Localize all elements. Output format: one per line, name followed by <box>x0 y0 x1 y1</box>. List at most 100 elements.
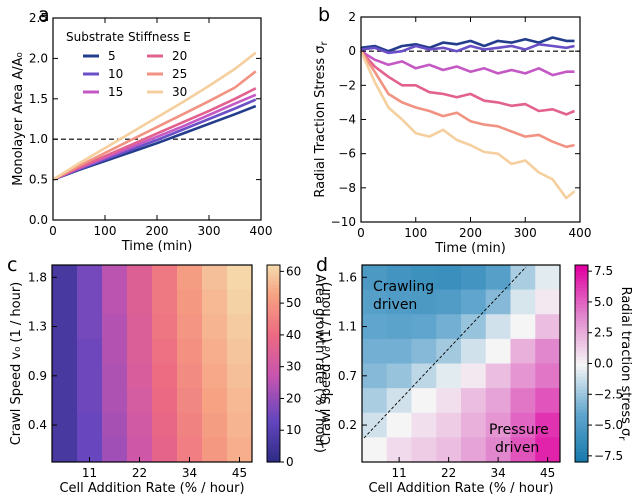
colorbar-segment <box>267 435 280 440</box>
heatmap-cell <box>202 437 228 463</box>
colorbar-segment <box>267 422 280 427</box>
colorbar-segment <box>575 416 588 420</box>
heatmap-cell <box>411 437 437 463</box>
colorbar-segment <box>267 294 280 299</box>
heatmap-cell <box>436 265 462 291</box>
heatmap-cell <box>510 338 536 364</box>
colorbar-segment <box>267 396 280 401</box>
colorbar-segment <box>267 432 280 437</box>
colorbar-segment <box>267 429 280 434</box>
heatmap-cell <box>202 363 228 389</box>
colorbar-segment <box>267 281 280 286</box>
heatmap-cell <box>461 314 487 340</box>
colorbar-segment <box>267 389 280 394</box>
colorbar-segment <box>575 376 588 381</box>
legend-label: 25 <box>172 67 187 81</box>
colorbar-segment <box>575 343 588 348</box>
legend-label: 20 <box>172 49 187 63</box>
y-tick-label: 0.2 <box>338 418 357 432</box>
colorbar-segment <box>575 386 588 391</box>
heatmap-cell <box>127 412 153 438</box>
heatmap-cell <box>461 289 487 315</box>
colorbar-tick-label: 7.5 <box>594 264 613 278</box>
heatmap-cell <box>177 338 203 364</box>
heatmap-cell <box>52 338 78 364</box>
colorbar-segment <box>575 455 588 460</box>
y-axis-label: Radial Traction Stress σr <box>313 40 330 197</box>
colorbar-segment <box>267 301 280 305</box>
heatmap-cell <box>227 363 253 389</box>
heatmap-cell <box>177 363 203 389</box>
colorbar-tick-label: 20 <box>286 391 301 405</box>
heatmap-cell <box>102 388 128 414</box>
y-tick-label: 1.3 <box>28 320 47 334</box>
y-tick-label: 2 <box>348 10 356 24</box>
colorbar-segment <box>267 455 280 460</box>
colorbar-segment <box>267 320 280 325</box>
x-tick-label: 34 <box>490 466 505 480</box>
heatmap-cell <box>386 338 412 364</box>
colorbar-tick-label: 40 <box>286 328 301 342</box>
colorbar-segment <box>267 409 280 414</box>
heatmap-cell <box>436 314 462 340</box>
legend-title: Substrate Stiffness E <box>66 30 191 44</box>
colorbar-segment <box>575 310 588 315</box>
colorbar-tick-label: −7.5 <box>594 449 623 463</box>
heatmap-cell <box>102 363 128 389</box>
heatmap-cell <box>461 412 487 438</box>
heatmap-cell <box>461 388 487 414</box>
colorbar-segment <box>575 333 588 338</box>
colorbar-segment <box>575 419 588 424</box>
colorbar-segment <box>575 370 588 374</box>
colorbar-tick-label: 50 <box>286 296 301 310</box>
heatmap-cell <box>77 265 103 291</box>
heatmap-cell <box>177 412 203 438</box>
heatmap-cell <box>436 363 462 389</box>
heatmap-cell <box>411 412 437 438</box>
y-tick-label: 2.0 <box>29 51 48 65</box>
colorbar-segment <box>267 393 280 397</box>
colorbar-segment <box>267 274 280 279</box>
heatmap-cell <box>177 388 203 414</box>
heatmap-cell <box>202 338 228 364</box>
colorbar-segment <box>575 399 588 404</box>
colorbar-segment <box>575 337 588 342</box>
y-tick-label: 1.1 <box>338 320 357 334</box>
panel-b: −10 −8 −6 −4 −2 0 2 0 100 200 300 400 Time (min) Radi… <box>313 4 591 256</box>
annotation-pressure-line1: Pressure <box>489 422 549 438</box>
heatmap-cell <box>227 388 253 414</box>
colorbar-segment <box>267 268 280 273</box>
heatmap-cell <box>102 314 128 340</box>
colorbar-tick-label: 5.0 <box>594 295 613 309</box>
colorbar-segment <box>575 284 588 289</box>
y-tick-label: 0.4 <box>28 418 47 432</box>
heatmap-cell <box>510 265 536 291</box>
heatmap-cell <box>227 289 253 315</box>
colorbar-segment <box>575 314 588 319</box>
x-tick-label: 400 <box>569 226 592 240</box>
heatmap-cell <box>102 338 128 364</box>
plot-frame <box>52 17 262 221</box>
x-tick-label: 34 <box>182 466 197 480</box>
x-tick-label: 200 <box>459 226 482 240</box>
y-tick-label: −8 <box>338 181 356 195</box>
colorbar-segment <box>267 445 280 450</box>
colorbar-segment <box>267 376 280 381</box>
colorbar-segment <box>575 294 588 299</box>
colorbar-segment <box>267 340 280 345</box>
x-tick-label: 11 <box>391 466 406 480</box>
colorbar-segment <box>575 406 588 411</box>
heatmap-cell <box>152 388 178 414</box>
colorbar-segment <box>267 284 280 289</box>
legend-label: 15 <box>108 85 123 99</box>
series-line-5 <box>360 36 575 53</box>
series-line-20 <box>52 87 257 181</box>
series-line-30 <box>359 50 576 200</box>
colorbar-tick-label: 0 <box>286 455 294 469</box>
heatmap-cell <box>177 289 203 315</box>
y-axis-label: Crawl Speed v₀ (1 / hour) <box>9 282 24 446</box>
series-line-15 <box>360 50 575 77</box>
colorbar-segment <box>267 337 280 342</box>
heatmap-cell <box>485 265 511 291</box>
heatmap-cell <box>152 314 178 340</box>
